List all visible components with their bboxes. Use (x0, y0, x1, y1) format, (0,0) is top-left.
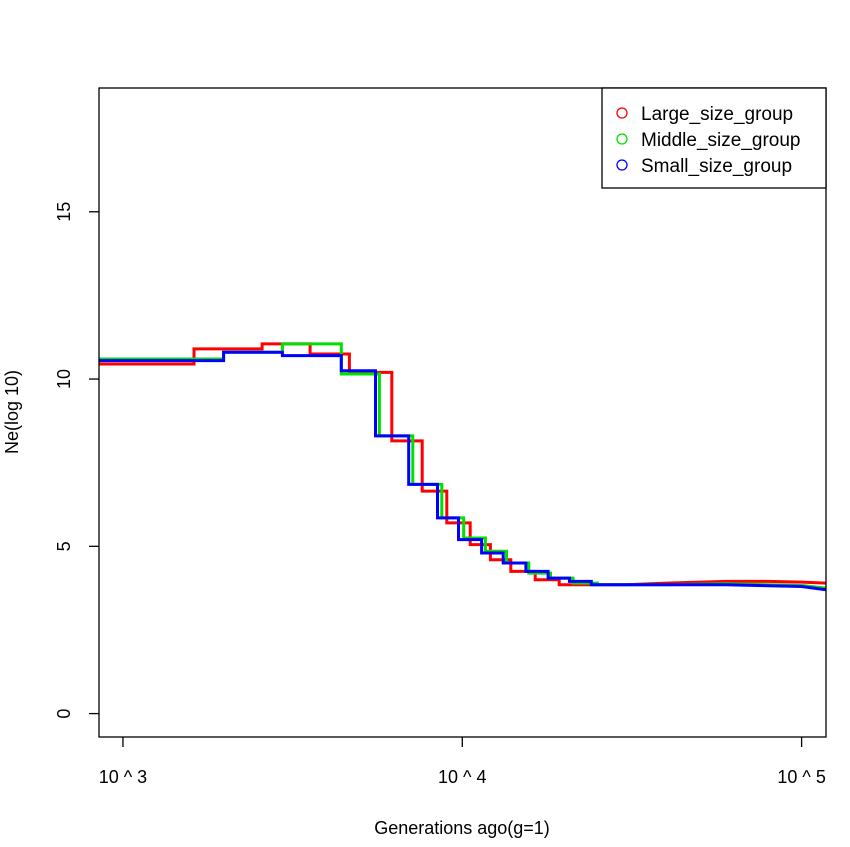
y-axis: 0 5 10 15 (54, 202, 99, 719)
x-axis: 10 ^ 3 10 ^ 4 10 ^ 5 (99, 737, 826, 787)
x-tick-label: 10 ^ 3 (99, 767, 147, 787)
y-tick-label: 15 (54, 202, 74, 222)
x-tick-label: 10 ^ 4 (438, 767, 486, 787)
legend-label-2: Middle_size_group (641, 130, 801, 151)
legend-marker-3 (616, 159, 628, 171)
legend-label-1: Large_size_group (641, 104, 793, 125)
x-axis-title: Generations ago(g=1) (374, 818, 550, 838)
y-tick-label: 0 (54, 709, 74, 719)
legend-marker-1 (616, 107, 628, 119)
legend-box (601, 87, 827, 189)
x-tick-label: 10 ^ 5 (777, 767, 825, 787)
series-layer (99, 342, 826, 592)
series-line-1 (99, 342, 826, 587)
y-axis-title: Ne(log 10) (2, 370, 22, 454)
series-line-2 (99, 342, 826, 590)
series-line-3 (99, 350, 826, 592)
y-tick-label: 10 (54, 369, 74, 389)
legend: Large_size_group Middle_size_group Small_s… (601, 87, 827, 189)
legend-label-3: Small_size_group (641, 156, 792, 177)
legend-marker-2 (616, 133, 628, 145)
y-tick-label: 5 (54, 541, 74, 551)
